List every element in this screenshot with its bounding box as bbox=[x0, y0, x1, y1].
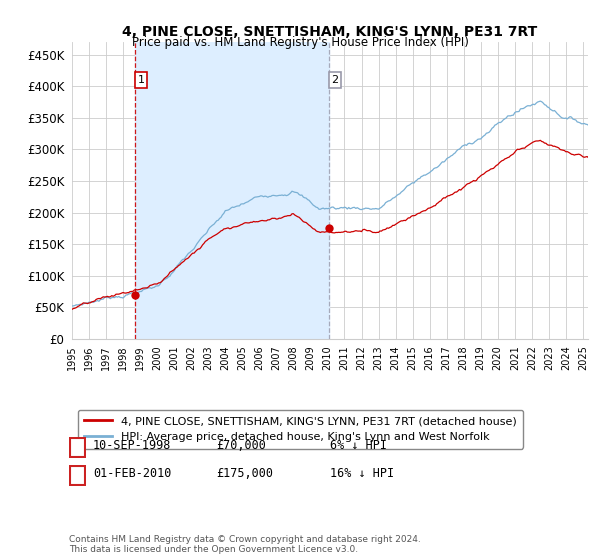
Text: 2: 2 bbox=[74, 469, 81, 482]
Text: 6% ↓ HPI: 6% ↓ HPI bbox=[330, 438, 387, 452]
Text: 2: 2 bbox=[331, 75, 338, 85]
Text: 10-SEP-1998: 10-SEP-1998 bbox=[93, 438, 172, 452]
Text: £175,000: £175,000 bbox=[216, 466, 273, 480]
Text: 1: 1 bbox=[74, 441, 81, 454]
Legend: 4, PINE CLOSE, SNETTISHAM, KING'S LYNN, PE31 7RT (detached house), HPI: Average : 4, PINE CLOSE, SNETTISHAM, KING'S LYNN, … bbox=[77, 410, 523, 449]
Text: £70,000: £70,000 bbox=[216, 438, 266, 452]
Text: 01-FEB-2010: 01-FEB-2010 bbox=[93, 466, 172, 480]
Bar bbox=[135, 42, 329, 339]
FancyBboxPatch shape bbox=[70, 466, 85, 484]
Text: Price paid vs. HM Land Registry's House Price Index (HPI): Price paid vs. HM Land Registry's House … bbox=[131, 36, 469, 49]
Text: 16% ↓ HPI: 16% ↓ HPI bbox=[330, 466, 394, 480]
Text: Contains HM Land Registry data © Crown copyright and database right 2024.
This d: Contains HM Land Registry data © Crown c… bbox=[69, 535, 421, 554]
Title: 4, PINE CLOSE, SNETTISHAM, KING'S LYNN, PE31 7RT: 4, PINE CLOSE, SNETTISHAM, KING'S LYNN, … bbox=[122, 25, 538, 39]
FancyBboxPatch shape bbox=[70, 438, 85, 456]
Text: 1: 1 bbox=[137, 75, 145, 85]
